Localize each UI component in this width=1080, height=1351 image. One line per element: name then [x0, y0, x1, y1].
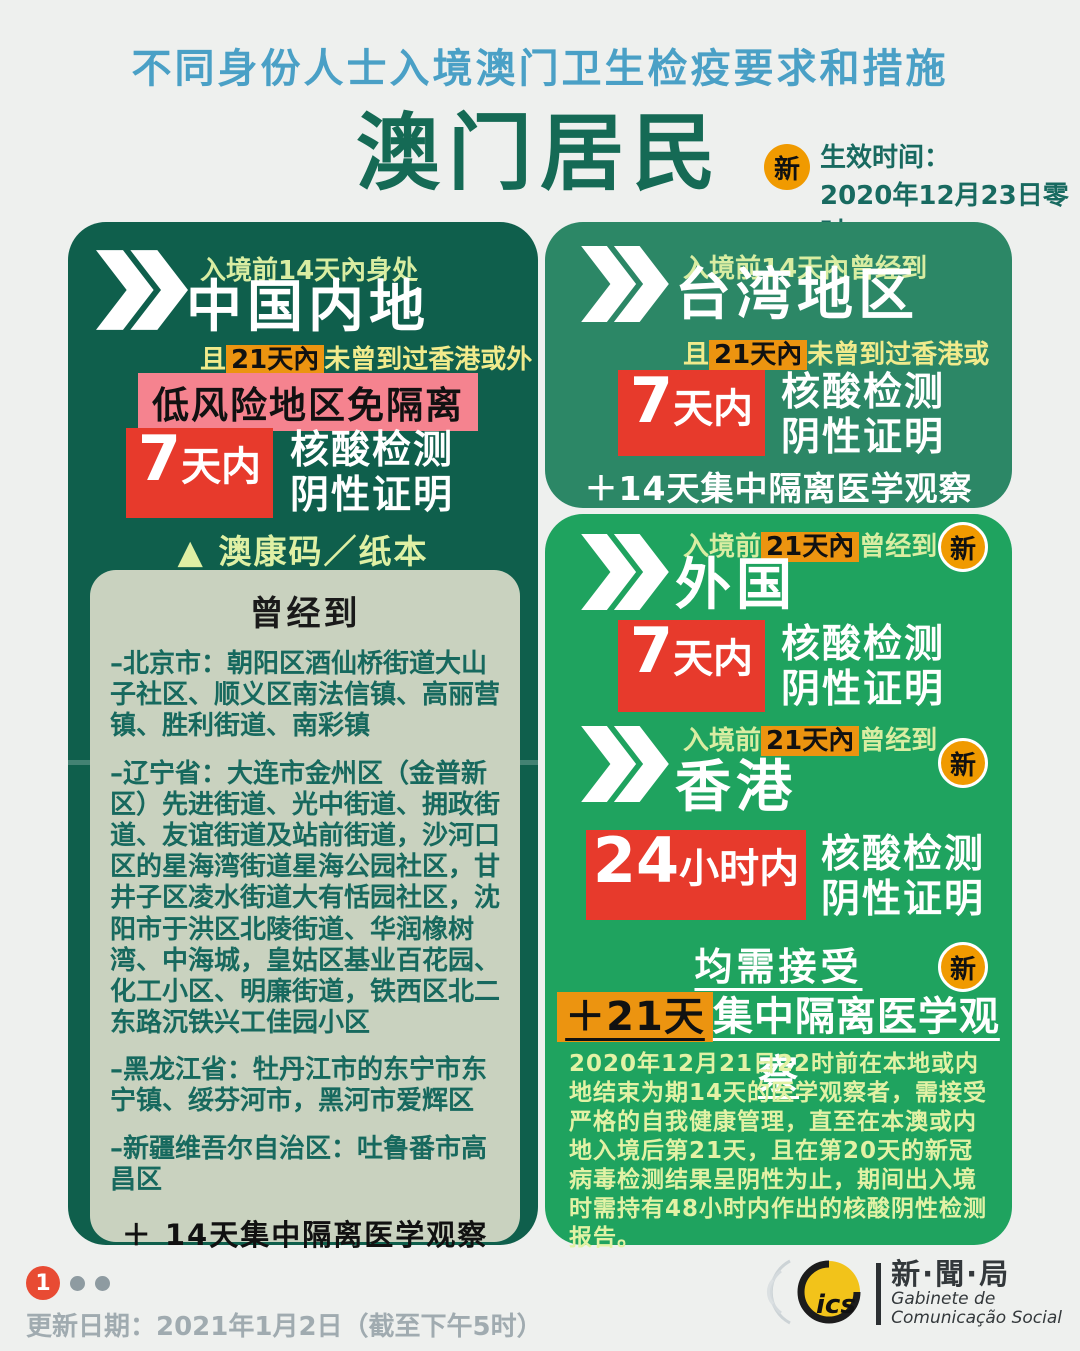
page-dot	[95, 1275, 110, 1291]
test-window-box: 7 天内	[618, 620, 765, 712]
health-code-label: 澳康码／纸本	[218, 532, 429, 571]
logo-text: 新·聞·局 Gabinete de Comunicação Social	[891, 1259, 1062, 1329]
self-management-note: 2020年12月21日22时前在本地或内地结束为期14天的医学观察者，需接受严格…	[569, 1051, 988, 1251]
heading-highlight: 21天內	[761, 726, 860, 756]
window-unit: 天内	[181, 444, 262, 490]
new-badge: 新	[938, 738, 988, 788]
window-number: 7	[629, 614, 674, 687]
condition-highlight: 21天內	[709, 340, 808, 370]
gcs-logo: ics 新·聞·局 Gabinete de Comunicação Social	[766, 1253, 1062, 1335]
visited-item: –辽宁省：大连市金州区（金普新区）先进街道、光中街道、拥政街道、友谊街道及站前街…	[110, 758, 501, 1039]
heading-suffix: 曾经到	[859, 726, 938, 756]
test-line2: 阴性证明	[821, 877, 986, 923]
triangle-icon: ▲	[177, 532, 205, 571]
svg-text:ics: ics	[816, 1290, 856, 1320]
effective-label: 生效时间：	[820, 143, 951, 173]
page-subtitle: 不同身份人士入境澳门卫生检疫要求和措施	[131, 46, 949, 92]
quarantine-21-line: ＋21天 集中隔离医学观察	[545, 984, 1012, 1100]
visited-footer: ＋ 14天集中隔离医学观察	[121, 1218, 489, 1252]
test-line2: 阴性证明	[290, 473, 455, 519]
region-title: 外国	[675, 553, 797, 618]
section-heading: 入境前 21天內 曾经到	[683, 526, 937, 563]
new-badge: 新	[938, 522, 988, 572]
all-requirement-title: 均需接受	[694, 945, 863, 989]
window-unit: 天内	[673, 386, 754, 432]
test-window-box: 7 天内	[126, 428, 273, 518]
logo-divider	[876, 1263, 882, 1325]
test-result-text: 核酸检测 阴性证明	[290, 428, 454, 518]
test-line1: 核酸检测	[781, 622, 946, 667]
page-title: 澳门居民	[355, 104, 724, 202]
region-title: 台湾地区	[675, 263, 919, 328]
page-indicator: 1	[26, 1266, 110, 1300]
heading-highlight: 21天內	[761, 532, 860, 562]
quarantine-21-rest: 集中隔离医学观察	[712, 994, 1000, 1098]
test-line2: 阴性证明	[781, 667, 946, 713]
gcs-logo-mark-icon: ics	[766, 1253, 866, 1335]
new-badge: 新	[764, 144, 810, 190]
logo-cn: 新·聞·局	[891, 1257, 1011, 1292]
heading-prefix: 入境前	[683, 726, 762, 756]
new-badge: 新	[938, 942, 988, 992]
visited-areas-box: 曾经到 –北京市：朝阳区酒仙桥街道大山子社区、顺义区南法信镇、高丽营镇、胜利街道…	[90, 570, 520, 1252]
window-number: 7	[137, 422, 182, 495]
heading-prefix: 入境前	[683, 532, 762, 562]
test-line2: 阴性证明	[781, 415, 946, 461]
logo-pt-line2: Comunicação Social	[891, 1308, 1062, 1329]
test-line1: 核酸检测	[290, 428, 455, 473]
chevron-right-icon	[96, 250, 188, 330]
condition-prefix: 且	[200, 345, 227, 375]
section-heading: 入境前14天內身处	[200, 256, 419, 286]
test-result-text: 核酸检测 阴性证明	[781, 622, 945, 712]
health-code-note: ▲ 澳康码／纸本	[68, 525, 538, 573]
window-unit: 小时内	[679, 846, 800, 892]
heading-suffix: 曾经到	[859, 532, 938, 562]
visited-item: –北京市：朝阳区酒仙桥街道大山子社区、顺义区南法信镇、高丽营镇、胜利街道、南彩镇	[110, 649, 501, 742]
quarantine-21-highlight: ＋21天	[557, 992, 713, 1042]
section-heading: 入境前14天內曾经到	[683, 254, 928, 284]
visited-title: 曾经到	[249, 594, 361, 634]
panel-taiwan: 入境前14天內曾经到 台湾地区 且21天內未曾到过香港或外国 7天内 核酸检测 …	[545, 222, 1012, 508]
region-title: 中国内地	[186, 275, 430, 340]
test-window-box: 7 天内	[618, 370, 765, 456]
visited-item: –黑龙江省：牡丹江市的东宁市东宁镇、绥芬河市，黑河市爱辉区	[110, 1055, 488, 1117]
logo-pt-line1: Gabinete de	[891, 1288, 996, 1309]
window-unit: 天内	[673, 636, 754, 682]
quarantine-note: ＋14天集中隔离医学观察	[584, 469, 973, 508]
test-result-text: 核酸检测 阴性证明	[781, 370, 945, 460]
test-line1: 核酸检测	[821, 832, 986, 877]
chevron-right-icon	[581, 726, 669, 802]
visited-item: –新疆维吾尔自治区：吐鲁番市高昌区	[110, 1133, 488, 1195]
page-number-badge: 1	[26, 1266, 60, 1300]
test-window-box: 24 小时内	[586, 830, 806, 920]
test-result-text: 核酸检测 阴性证明	[821, 832, 985, 922]
condition-prefix: 且	[683, 340, 710, 370]
low-risk-banner: 低风险地区免隔离	[138, 373, 478, 431]
window-number: 24	[592, 824, 680, 897]
page-dot	[70, 1275, 85, 1291]
region-title: 香港	[675, 755, 797, 820]
chevron-right-icon	[581, 534, 669, 610]
test-line1: 核酸检测	[781, 370, 946, 415]
condition-highlight: 21天內	[226, 345, 325, 375]
section-heading: 入境前 21天內 曾经到	[683, 720, 937, 757]
panel-foreign-hongkong: 入境前 21天內 曾经到 新 外国 7 天内 核酸检测 阴性证明 入境前 21天內 曾经到…	[545, 514, 1012, 1251]
chevron-right-icon	[581, 246, 669, 322]
update-date: 更新日期：2021年1月2日（截至下午5时）	[26, 1312, 543, 1342]
window-number: 7	[629, 364, 674, 437]
